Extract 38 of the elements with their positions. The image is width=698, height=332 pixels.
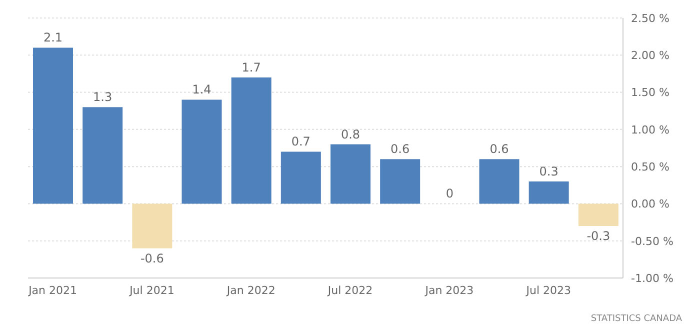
bar: [280, 152, 321, 204]
y-tick-label: 0.50 %: [631, 160, 670, 174]
y-tick-label: 1.50 %: [631, 86, 670, 100]
data-label: 2.1: [43, 30, 63, 45]
data-label: 0.8: [340, 127, 360, 142]
bar: [330, 144, 370, 204]
data-label: 1.3: [93, 90, 112, 104]
x-tick-label: Jan 2023: [424, 284, 474, 297]
text: STATISTICS CANADA: [590, 314, 682, 324]
bar: [132, 204, 172, 248]
data-label: 0: [446, 186, 454, 201]
data-label: 0.6: [390, 142, 410, 156]
y-tick-label: -0.50 %: [631, 234, 674, 248]
x-tick-label: Jul 2022: [326, 284, 373, 297]
data-label: 0.7: [291, 134, 310, 149]
y-tick-label: 1.00 %: [631, 123, 670, 136]
data-label: -0.6: [140, 251, 164, 266]
bar: [479, 159, 520, 204]
y-tick-label: 0.00 %: [631, 198, 670, 211]
data-label: 1.4: [192, 82, 212, 97]
bar: [82, 107, 123, 204]
y-tick-label: 2.50 %: [631, 12, 670, 25]
x-tick-label: Jul 2023: [525, 284, 572, 297]
x-tick-label: Jan 2022: [226, 284, 276, 297]
bar: [380, 159, 420, 204]
bar: [231, 77, 272, 204]
y-tick-label: -1.00 %: [631, 272, 674, 285]
y-tick-label: 2.00 %: [631, 49, 670, 62]
x-tick-label: Jan 2021: [28, 284, 78, 297]
data-label: 0.3: [539, 164, 558, 178]
bar: [528, 181, 569, 204]
bar: [182, 100, 222, 204]
data-label: 1.7: [242, 60, 261, 74]
bar: [578, 204, 618, 226]
data-label: -0.3: [586, 229, 610, 243]
bar: [33, 48, 73, 204]
x-tick-label: Jul 2021: [128, 284, 174, 297]
data-label: 0.6: [490, 142, 509, 156]
